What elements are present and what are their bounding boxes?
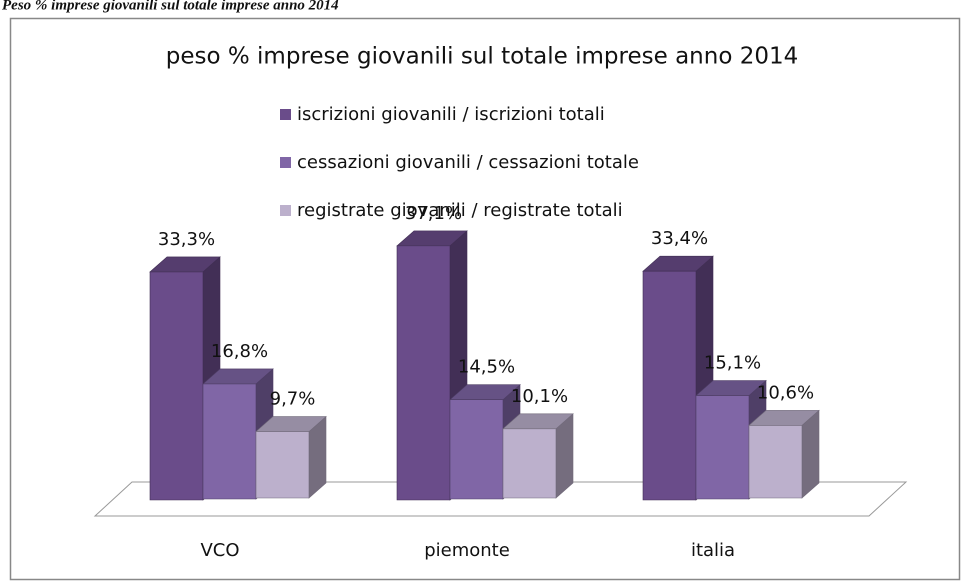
x-tick-label: italia [691, 540, 735, 561]
bar-front [502, 428, 557, 499]
bar-front [449, 399, 504, 500]
chart-title: peso % imprese giovanili sul totale impr… [166, 44, 798, 70]
legend-swatch [280, 157, 291, 168]
bar-front [695, 395, 750, 500]
data-label: 9,7% [270, 389, 316, 410]
x-tick-label: piemonte [424, 540, 510, 561]
legend-swatch [280, 109, 291, 120]
legend-label: iscrizioni giovanili / iscrizioni totali [297, 104, 605, 125]
bar [748, 409, 820, 499]
legend-swatch [280, 205, 291, 216]
bar-front [642, 270, 697, 501]
bar-front [255, 431, 310, 499]
legend-label: registrate giovanili / registrate totali [297, 200, 623, 221]
bar [502, 413, 574, 499]
bar [396, 230, 468, 501]
data-label: 10,6% [757, 382, 814, 403]
data-label: 37,1% [405, 203, 462, 224]
bar-front [396, 245, 451, 501]
x-tick-label: VCO [200, 540, 239, 561]
caption: Peso % imprese giovanili sul totale impr… [2, 0, 339, 13]
data-label: 33,3% [158, 229, 215, 250]
bar-front [202, 383, 257, 500]
bar-front [149, 271, 204, 501]
data-label: 10,1% [511, 386, 568, 407]
data-label: 15,1% [704, 353, 761, 374]
legend-label: cessazioni giovanili / cessazioni totale [297, 152, 639, 173]
bar [255, 415, 327, 499]
data-label: 14,5% [458, 357, 515, 378]
bar-front [748, 425, 803, 499]
data-label: 16,8% [211, 341, 268, 362]
data-label: 33,4% [651, 228, 708, 249]
